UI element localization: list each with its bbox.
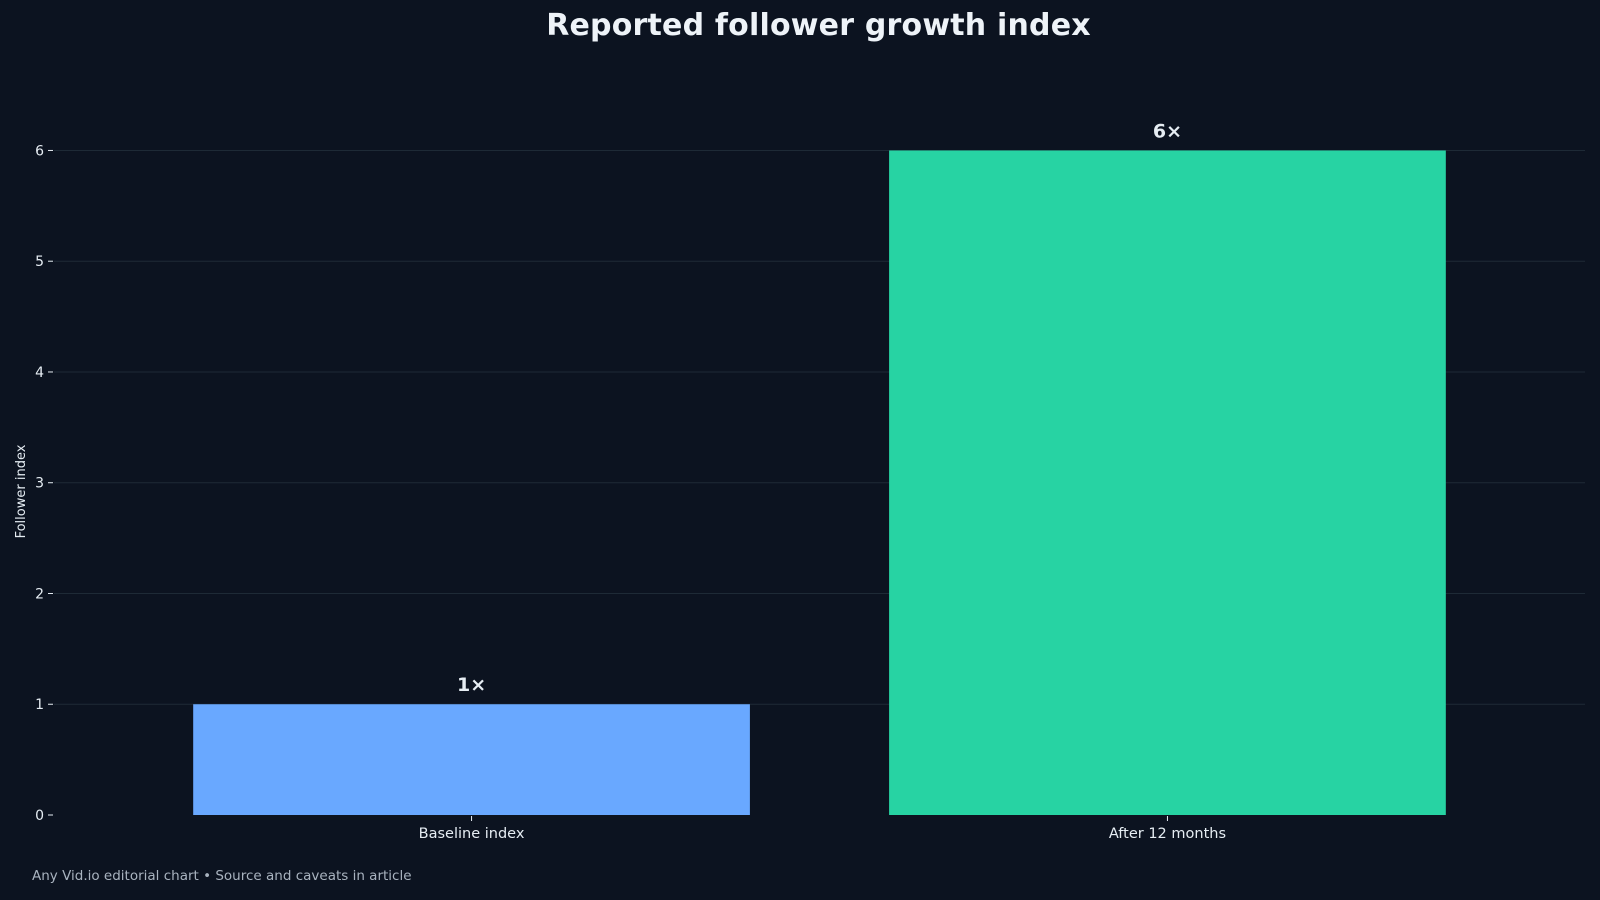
bar-value-label: 6×: [1153, 120, 1182, 142]
x-axis: Baseline index After 12 months: [419, 816, 1226, 842]
y-tick-label: 1: [35, 697, 44, 713]
bars: [193, 150, 1446, 816]
y-tick-label: 4: [35, 365, 44, 381]
bar: [889, 150, 1446, 816]
y-tick-label: 5: [35, 254, 44, 270]
y-axis-label: Follower index: [14, 444, 29, 538]
y-tick-label: 0: [35, 808, 44, 824]
bar-value-labels: 1× 6×: [457, 120, 1182, 696]
chart-title: Reported follower growth index: [546, 8, 1091, 43]
footnote: Any Vid.io editorial chart • Source and …: [32, 868, 412, 884]
bar: [193, 704, 750, 815]
y-tick-label: 3: [35, 476, 44, 492]
y-axis: 0 1 2 3 4 5 6: [35, 143, 53, 824]
bar-value-label: 1×: [457, 674, 486, 696]
y-tick-label: 6: [35, 143, 44, 159]
x-tick-label: After 12 months: [1109, 826, 1226, 842]
y-tick-label: 2: [35, 586, 44, 602]
x-tick-label: Baseline index: [419, 826, 525, 842]
